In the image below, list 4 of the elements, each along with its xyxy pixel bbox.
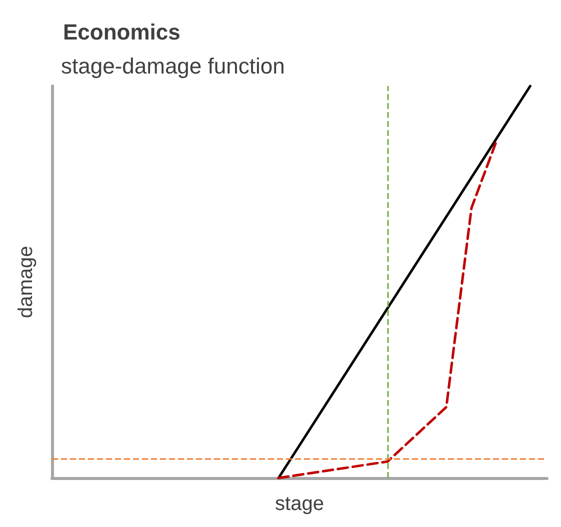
chart-subtitle: stage-damage function bbox=[61, 54, 285, 78]
chart-title: Economics bbox=[63, 20, 180, 44]
y-axis-title: damage bbox=[15, 246, 37, 318]
x-axis-title: stage bbox=[275, 493, 324, 515]
